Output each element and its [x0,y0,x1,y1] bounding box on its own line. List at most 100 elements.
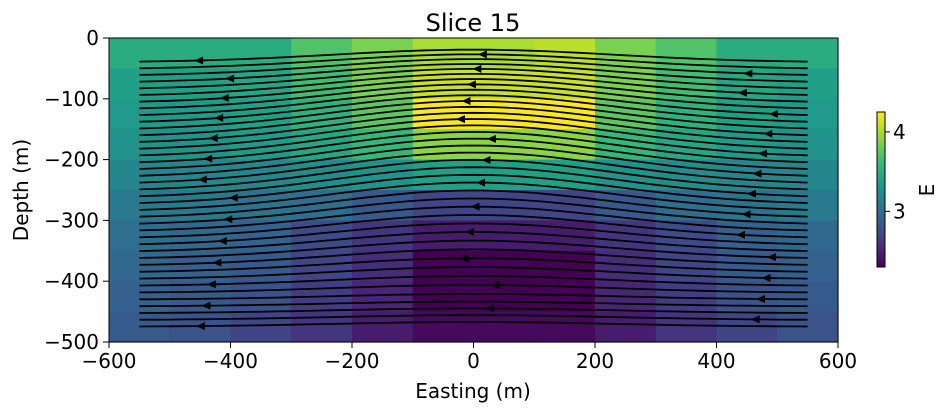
streamline-arrow [455,115,465,124]
heatmap-cell [716,38,778,69]
streamline-arrow [486,134,496,143]
streamline [139,248,808,266]
heatmap-cell [230,311,292,343]
streamline [139,118,808,150]
streamline [139,58,808,76]
streamline [139,158,808,191]
chart-title: Slice 15 [426,9,521,37]
y-tick-label: 0 [86,26,99,50]
streamline [139,197,808,225]
streamline-arrow [195,322,205,331]
streamline [139,53,808,70]
streamline-arrow [225,74,235,83]
streamline [139,181,808,211]
streamline [139,111,808,143]
y-tick-label: −200 [44,148,99,172]
x-axis-label: Easting (m) [415,379,531,403]
streamline-arrow [459,254,469,263]
streamline-arrow [201,301,211,310]
streamline-arrow [766,253,776,262]
streamline-arrow [741,210,751,219]
streamline-arrow [206,280,216,289]
colorbar-gradient [876,111,886,268]
x-axis: −600 −400 −200 0 200 400 600 [82,342,857,373]
streamline [139,144,808,177]
streamlines [139,48,808,331]
streamline [139,78,808,103]
heatmap-cell [716,281,778,313]
streamline-arrow [197,175,207,184]
heatmap-cell [109,38,171,69]
streamline-arrow [736,230,746,239]
streamline [139,48,808,63]
streamline [139,292,808,301]
streamline-arrow [465,227,475,236]
x-tick-label: −200 [325,349,380,373]
heatmap-cell [777,281,839,313]
streamline-arrow [476,178,486,187]
colorbar-tick-label: 3 [893,199,906,223]
heatmap-cell [412,281,535,313]
heatmap-cell [412,220,535,252]
streamline-arrow [490,281,500,290]
colorbar: 34 [876,111,906,268]
heatmap-cell [412,311,535,343]
x-tick-label: −600 [82,349,137,373]
streamline [139,266,808,280]
x-tick-label: 0 [467,349,480,373]
streamline-arrow [212,258,222,267]
streamline [139,275,808,287]
streamline-arrow [768,109,778,118]
y-tick-label: −300 [44,208,99,232]
heatmap-cell [109,250,171,282]
streamline-arrow [194,56,204,65]
streamline [139,88,808,116]
streamline-arrow [737,88,747,97]
streamline [139,314,808,321]
heatmap-cell [777,250,839,282]
streamline-arrow [208,134,218,143]
streamline-arrow [752,169,762,178]
heatmap-cell [655,311,718,343]
streamline-arrow [223,215,233,224]
streamline [139,214,808,239]
streamline [139,130,808,164]
streamline-arrow [763,129,773,138]
streamline-arrow [472,64,482,73]
streamline-arrow [477,50,487,59]
streamline-arrow [466,80,476,89]
streamline-arrow [757,149,767,158]
streamline-arrow [228,193,238,202]
y-axis-label: Depth (m) [9,139,33,241]
streamline-arrow [217,236,227,245]
streamline [139,166,808,198]
streamline-arrow [743,69,753,78]
streamline-arrow [761,273,771,282]
streamline-arrow [746,189,756,198]
streamline-arrow [219,94,229,103]
streamline [139,173,808,204]
heatmap-cell [169,38,232,69]
streamline [139,105,808,137]
x-tick-label: 600 [819,349,857,373]
heatmap-cell [777,38,839,69]
heatmap-cell [169,281,232,313]
streamline [139,257,808,273]
streamline [139,320,808,328]
streamline [139,189,808,218]
streamline-arrow [461,96,471,105]
streamline [139,63,808,83]
streamline-arrow [481,155,491,164]
x-tick-label: 200 [576,349,614,373]
colorbar-tick-label: 4 [893,120,906,144]
streamline [139,300,808,308]
streamline [139,151,808,184]
streamline [139,100,808,130]
y-tick-label: −100 [44,87,99,111]
streamline [139,94,808,123]
y-tick-label: −500 [44,330,99,354]
streamline-arrow [756,294,766,303]
streamline [139,72,808,96]
streamline-arrow [485,304,495,313]
